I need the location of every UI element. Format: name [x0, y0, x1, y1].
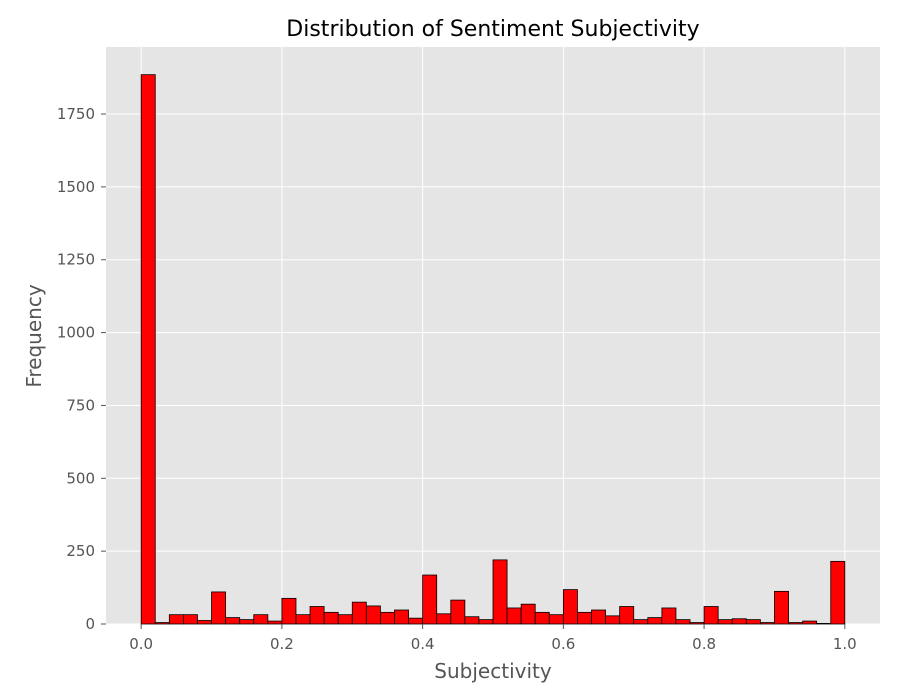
x-tick-label: 0.0	[129, 635, 153, 653]
y-tick-label: 250	[66, 542, 95, 560]
histogram-bar	[591, 609, 606, 625]
histogram-bar	[661, 607, 677, 625]
histogram-bar	[703, 606, 719, 625]
histogram-bar	[577, 611, 592, 625]
histogram-bar	[168, 614, 184, 625]
histogram-bar	[478, 619, 494, 625]
histogram-bar	[394, 609, 409, 625]
y-tick-label: 1000	[57, 324, 95, 342]
x-tick-label: 0.2	[270, 635, 294, 653]
histogram-bar	[605, 615, 621, 625]
histogram-bar	[689, 622, 705, 625]
histogram-bar	[182, 614, 198, 625]
histogram-bar	[562, 589, 578, 625]
histogram-bar	[816, 623, 832, 625]
histogram-bar	[450, 599, 466, 625]
histogram-bar	[506, 607, 522, 625]
x-tick-label: 1.0	[833, 635, 857, 653]
histogram-bar	[675, 619, 691, 625]
histogram-bar	[548, 614, 564, 625]
histogram-bar	[295, 614, 311, 625]
bars	[140, 74, 846, 625]
x-tick-label: 0.4	[411, 635, 435, 653]
histogram-bar	[281, 597, 297, 625]
chart-title: Distribution of Sentiment Subjectivity	[286, 17, 699, 42]
histogram-bar	[140, 74, 156, 625]
x-tick-label: 0.6	[551, 635, 575, 653]
histogram-bar	[337, 614, 353, 625]
y-tick-label: 1750	[57, 105, 95, 123]
histogram-bar	[745, 619, 761, 625]
histogram-bar	[197, 620, 212, 625]
histogram-bar	[802, 620, 818, 625]
gridlines	[106, 47, 880, 625]
histogram-bar	[422, 574, 438, 625]
y-tick-label: 1500	[57, 178, 95, 196]
histogram-bar	[267, 620, 283, 625]
histogram-bar	[717, 619, 733, 625]
histogram-bar	[619, 606, 635, 625]
histogram-bar	[408, 617, 424, 625]
histogram-bar	[759, 622, 775, 625]
histogram-bar	[253, 614, 269, 625]
x-tick-label: 0.8	[692, 635, 716, 653]
histogram-bar	[211, 591, 227, 625]
plot-area	[106, 47, 880, 624]
y-tick-label: 500	[66, 469, 95, 487]
y-tick-label: 0	[85, 615, 95, 633]
histogram-bar	[351, 601, 367, 625]
histogram-bar	[464, 616, 480, 625]
histogram-bar	[365, 605, 381, 625]
histogram-bar	[154, 622, 170, 625]
x-axis-ticks: 0.0 0.2 0.4 0.6 0.8 1.0	[129, 624, 857, 653]
histogram-bar	[380, 611, 395, 625]
histogram-bar	[647, 617, 663, 625]
histogram-bar	[492, 559, 508, 625]
y-tick-label: 750	[66, 396, 95, 414]
histogram-bar	[788, 622, 804, 625]
histogram-bar	[225, 617, 241, 625]
histogram-bar	[520, 603, 536, 625]
y-tick-label: 1250	[57, 251, 95, 269]
histogram-bar	[633, 619, 649, 625]
histogram-bar	[309, 606, 325, 625]
histogram-bar	[774, 590, 789, 625]
histogram-bar	[534, 611, 550, 625]
y-axis-ticks: 0 250 500 750 1000 1250 1500 1750	[57, 105, 106, 633]
histogram-bar	[436, 613, 452, 625]
histogram-bar	[239, 619, 255, 625]
x-axis-label: Subjectivity	[434, 659, 552, 683]
y-axis-label: Frequency	[22, 284, 46, 387]
histogram-bar	[830, 560, 846, 625]
histogram-bar	[731, 618, 747, 625]
histogram-bar	[323, 611, 339, 625]
